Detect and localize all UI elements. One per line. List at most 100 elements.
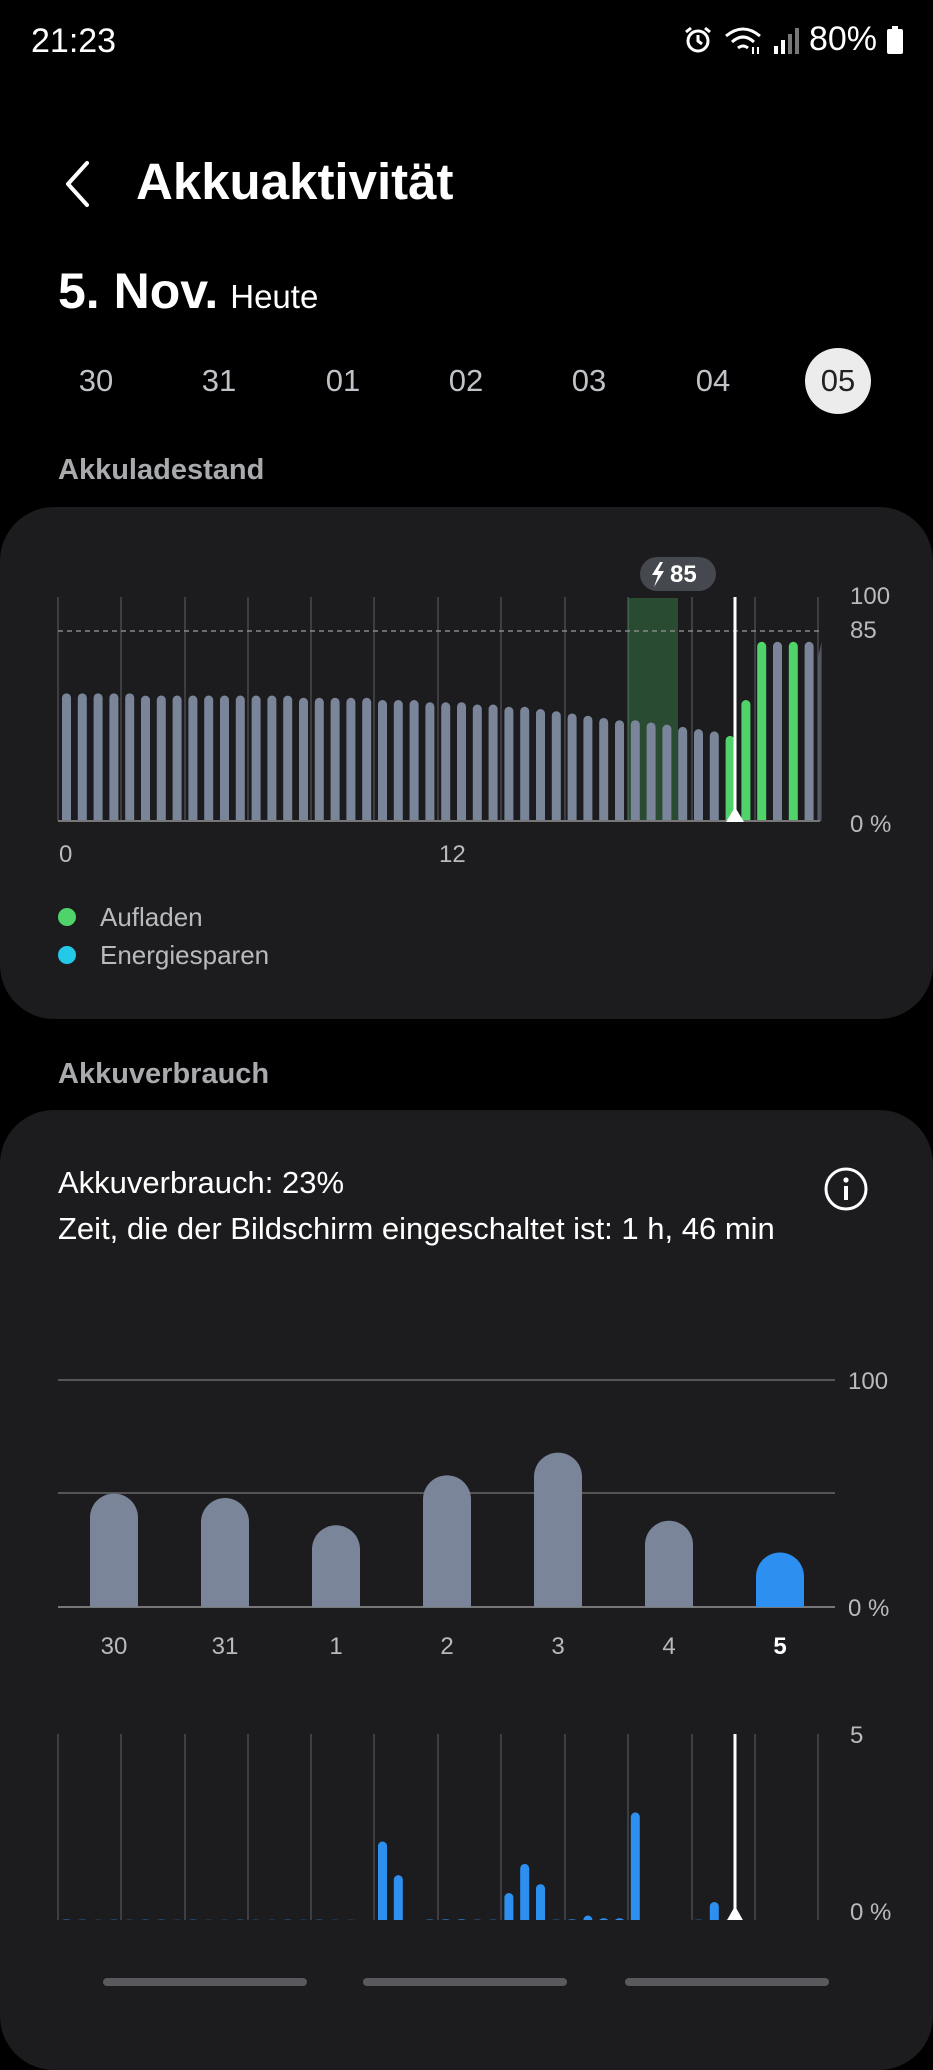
- day-item[interactable]: 03: [556, 348, 622, 414]
- battery-usage-card: Akkuverbrauch: 23% Zeit, die der Bildsch…: [0, 1110, 933, 2070]
- alarm-icon: [683, 25, 713, 55]
- level-bar: [599, 718, 608, 821]
- x-label: 0: [59, 841, 72, 868]
- day-item[interactable]: 30: [63, 348, 129, 414]
- level-bar: [109, 693, 118, 821]
- level-bar: [457, 702, 466, 821]
- usage-bar: [201, 1498, 249, 1607]
- day-item[interactable]: 02: [433, 348, 499, 414]
- section-title-usage: Akkuverbrauch: [58, 1058, 269, 1091]
- y-label: 85: [850, 617, 877, 644]
- level-bar: [125, 693, 134, 821]
- level-bar: [62, 693, 71, 821]
- date-sub: Heute: [230, 278, 318, 316]
- back-button[interactable]: [52, 154, 102, 214]
- x-label: 2: [440, 1633, 453, 1660]
- level-bar: [520, 707, 529, 821]
- info-icon[interactable]: [823, 1166, 869, 1212]
- status-bar: 21:23 80%: [0, 0, 933, 84]
- y-label: 0 %: [850, 811, 891, 838]
- level-bar: [315, 698, 324, 821]
- x-label: 12: [439, 841, 466, 868]
- level-bar: [789, 642, 798, 821]
- level-bar: [615, 720, 624, 821]
- level-bar: [252, 696, 261, 821]
- hourly-bar: [631, 1812, 640, 1920]
- hourly-bar: [441, 1919, 450, 1920]
- hourly-bar: [599, 1918, 608, 1920]
- level-bar: [536, 709, 545, 821]
- y-label: 100: [850, 583, 890, 610]
- level-bar: [410, 700, 419, 821]
- day-item[interactable]: 01: [310, 348, 376, 414]
- nav-handle: [625, 1978, 829, 1986]
- level-bar: [741, 700, 750, 821]
- legend-item-saving: Energiesparen: [58, 941, 269, 969]
- legend: Aufladen Energiesparen: [58, 903, 269, 969]
- level-bar: [773, 642, 782, 821]
- y-label: 5: [850, 1722, 863, 1749]
- legend-item-charging: Aufladen: [58, 903, 269, 931]
- selected-date: 5. Nov. Heute: [58, 262, 318, 320]
- level-bar: [489, 705, 498, 821]
- hourly-bar: [457, 1919, 466, 1920]
- hourly-bar: [615, 1918, 624, 1920]
- level-bar: [694, 729, 703, 821]
- legend-label: Energiesparen: [100, 940, 269, 971]
- charge-badge-label: 85: [670, 561, 697, 588]
- nav-handle: [103, 1978, 307, 1986]
- date-main: 5. Nov.: [58, 262, 218, 320]
- status-time: 21:23: [31, 22, 116, 61]
- day-item[interactable]: 31: [186, 348, 252, 414]
- level-bar: [552, 711, 561, 821]
- charge-badge: 85: [640, 557, 716, 591]
- level-bar: [78, 693, 87, 821]
- level-bar: [188, 696, 197, 821]
- level-bar: [299, 698, 308, 821]
- battery-level-chart: 85 100 85 0 % 0 12: [0, 507, 933, 887]
- navigation-bar: [0, 1972, 933, 2000]
- nav-handle[interactable]: [363, 1978, 567, 1986]
- header: Akkuaktivität: [0, 140, 933, 230]
- day-item-selected[interactable]: 05: [805, 348, 871, 414]
- y-label: 0 %: [848, 1595, 889, 1622]
- day-selector: 30 31 01 02 03 04 05: [0, 348, 933, 416]
- usage-bar: [534, 1453, 582, 1607]
- level-bar: [757, 642, 766, 821]
- level-bar: [504, 707, 513, 821]
- level-bar: [94, 693, 103, 821]
- y-label: 0 %: [850, 1899, 891, 1920]
- day-item[interactable]: 04: [680, 348, 746, 414]
- signal-icon: [773, 26, 799, 54]
- hourly-bar: [710, 1902, 719, 1920]
- battery-level-card: 85 100 85 0 % 0 12 Aufladen Energiespare…: [0, 507, 933, 1019]
- level-bar: [331, 698, 340, 821]
- level-bar: [662, 725, 671, 821]
- legend-label: Aufladen: [100, 902, 203, 933]
- level-bar: [441, 702, 450, 821]
- usage-bar: [423, 1475, 471, 1607]
- level-bar: [267, 696, 276, 821]
- level-bar: [346, 698, 355, 821]
- level-bar: [204, 696, 213, 821]
- hourly-bar: [568, 1919, 577, 1920]
- hourly-bar: [378, 1842, 387, 1920]
- usage-bar: [90, 1494, 138, 1608]
- level-bar: [283, 696, 292, 821]
- hourly-bar: [583, 1916, 592, 1921]
- status-icons: 80%: [683, 20, 903, 59]
- x-label: 3: [551, 1633, 564, 1660]
- saving-dot-icon: [58, 946, 76, 964]
- usage-info: Akkuverbrauch: 23% Zeit, die der Bildsch…: [58, 1160, 775, 1252]
- level-bar: [220, 696, 229, 821]
- level-bar: [583, 716, 592, 821]
- level-bar: [805, 642, 814, 821]
- level-bar: [631, 720, 640, 821]
- x-label: 4: [662, 1633, 675, 1660]
- usage-bar: [756, 1553, 804, 1607]
- hourly-bar: [504, 1893, 513, 1920]
- usage-summary: Akkuverbrauch: 23%: [58, 1160, 775, 1206]
- battery-percentage: 80%: [809, 20, 877, 59]
- y-label: 100: [848, 1368, 888, 1395]
